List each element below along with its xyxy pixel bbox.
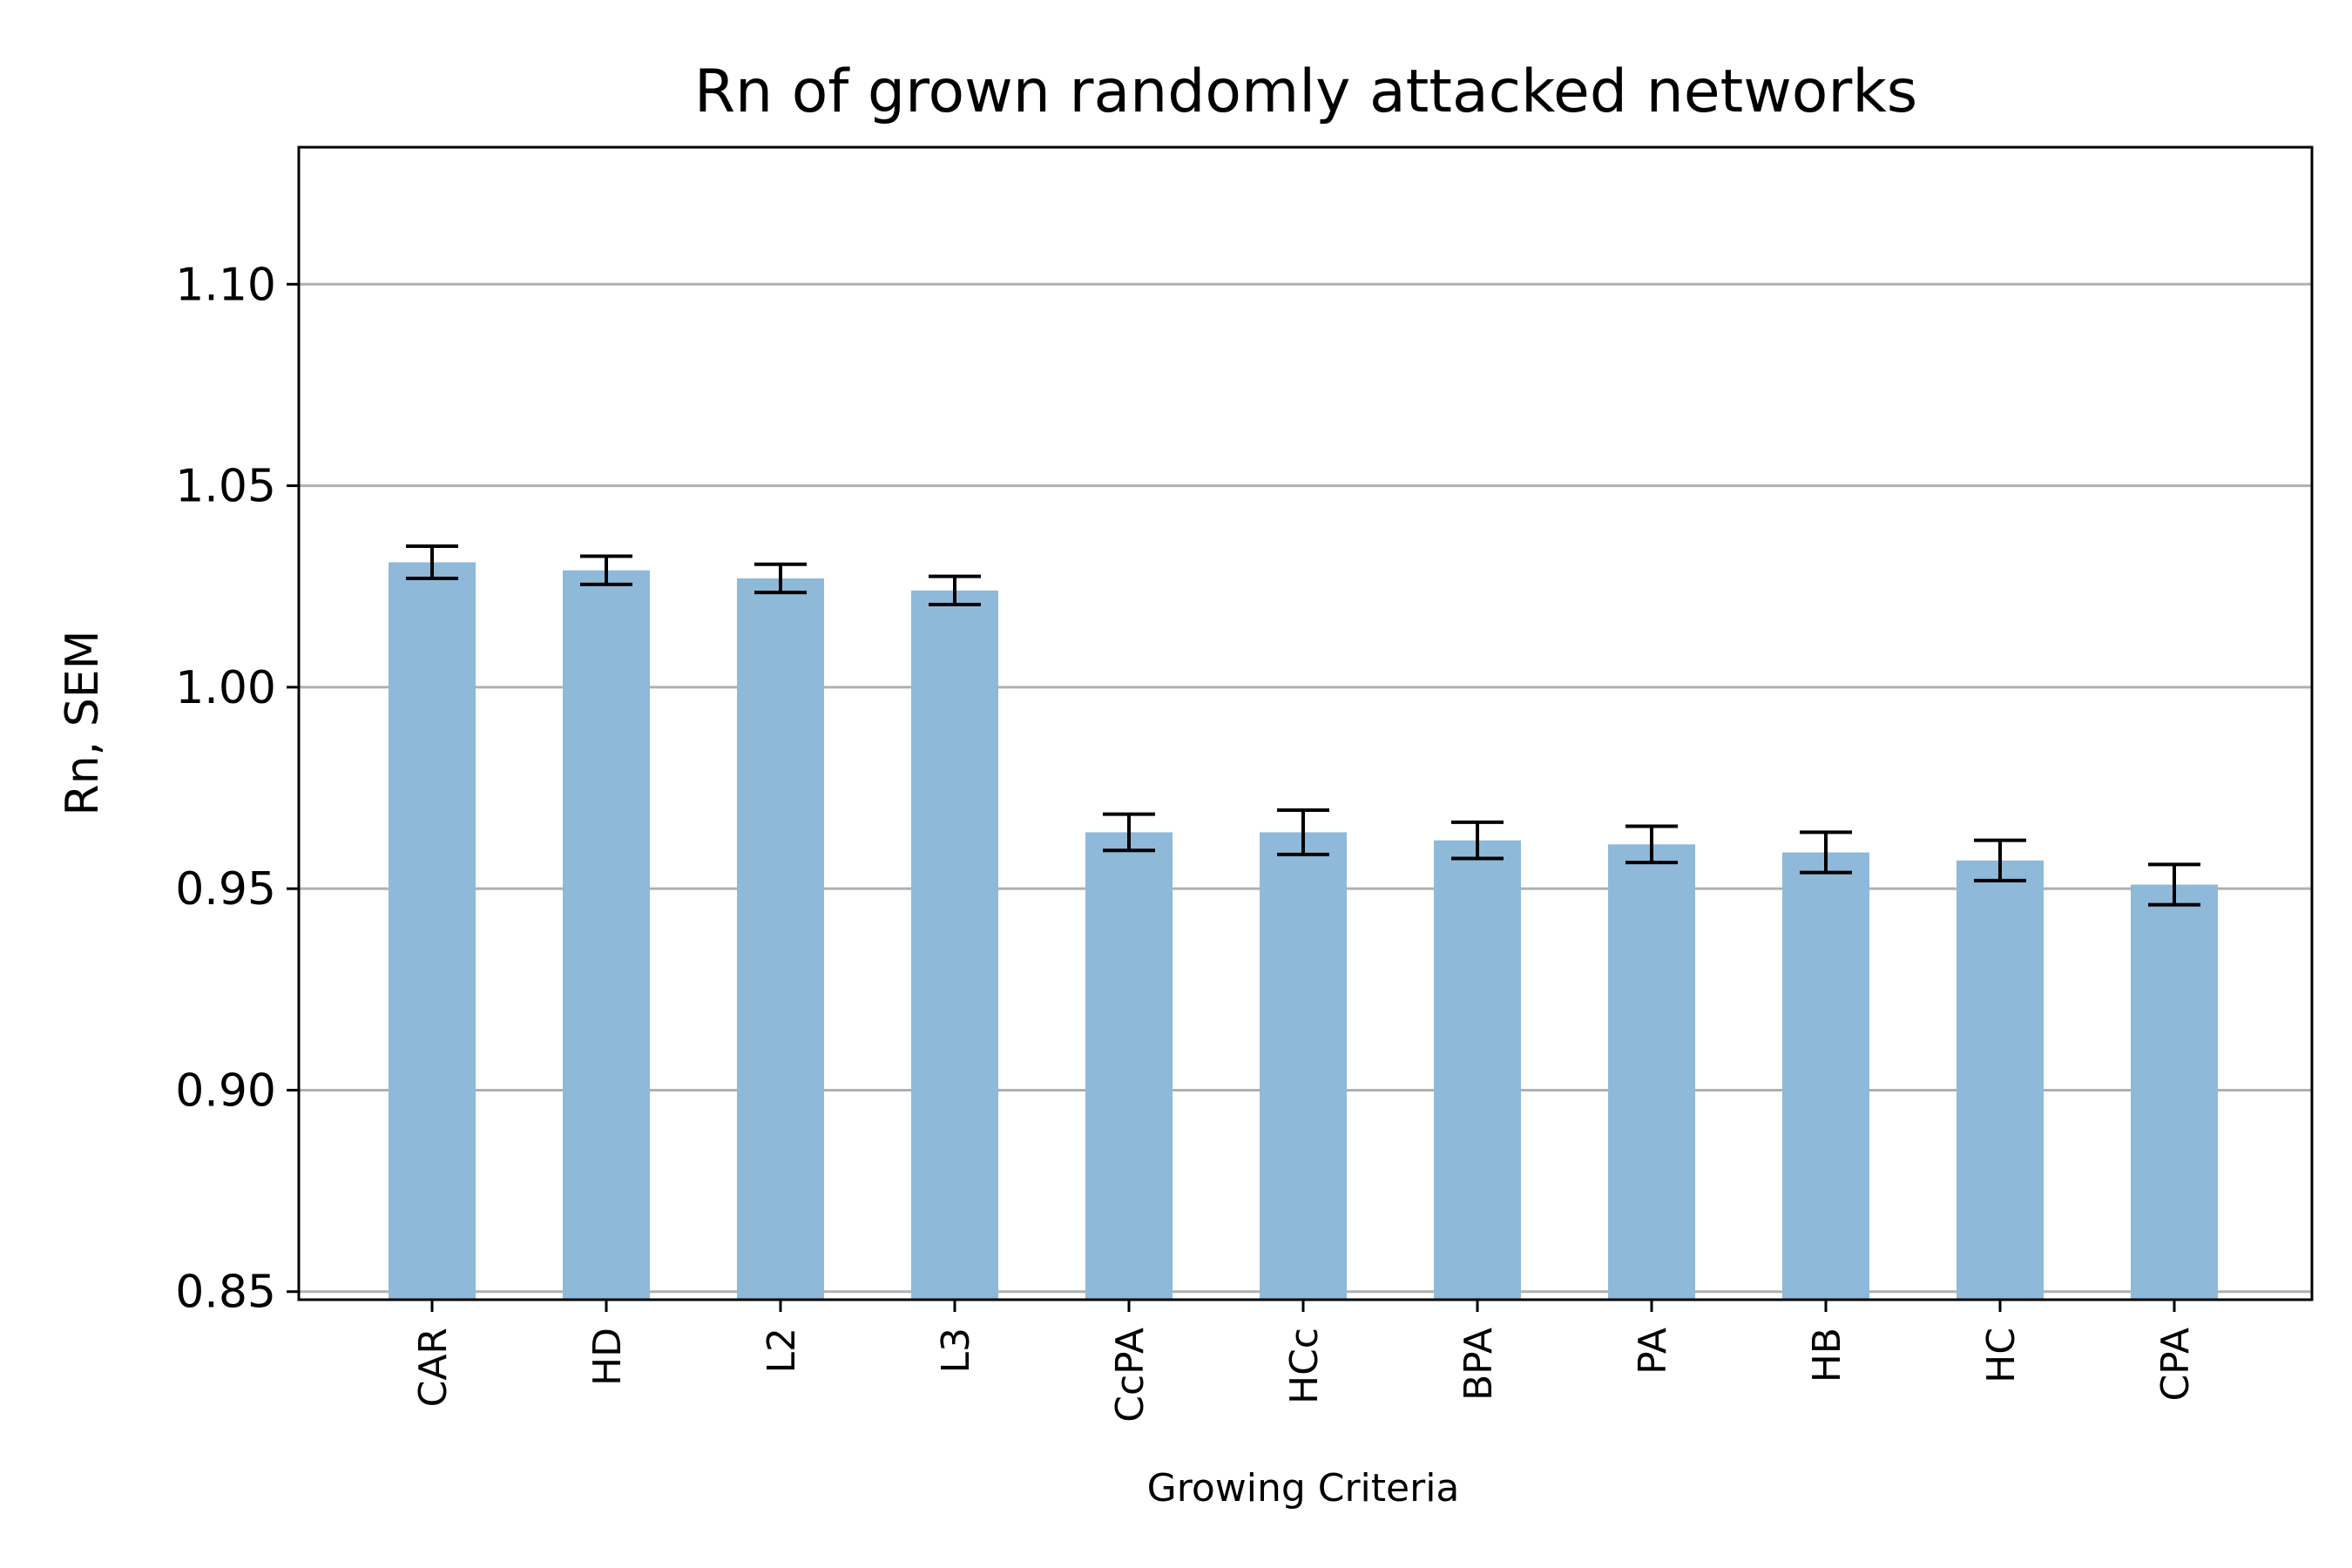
error-bar bbox=[1451, 820, 1504, 861]
y-axis-label: Rn, SEM bbox=[57, 631, 109, 816]
chart-title: Rn of grown randomly attacked networks bbox=[694, 57, 1917, 126]
error-bar bbox=[1103, 812, 1155, 853]
x-tick-label: BPA bbox=[1456, 1328, 1501, 1401]
bar bbox=[737, 578, 824, 1300]
x-tick-label: HCc bbox=[1282, 1328, 1327, 1404]
x-axis-label: Growing Criteria bbox=[1147, 1466, 1460, 1511]
error-bar bbox=[1800, 830, 1852, 875]
bar bbox=[1608, 844, 1695, 1300]
error-bar bbox=[754, 562, 807, 595]
x-axis-ticks: CAR HD L2 L3 CcPA HCc BPA PA HB HC CPA bbox=[411, 1300, 2198, 1423]
x-tick-label: CAR bbox=[411, 1328, 456, 1407]
error-bar bbox=[1277, 808, 1329, 856]
x-tick-label: PA bbox=[1631, 1328, 1675, 1375]
x-tick-label: L2 bbox=[760, 1328, 804, 1374]
y-tick-label: 0.85 bbox=[175, 1267, 276, 1319]
y-tick-label: 0.90 bbox=[175, 1064, 276, 1117]
x-tick-label: CcPA bbox=[1108, 1328, 1152, 1423]
error-bar bbox=[929, 574, 981, 607]
error-bar bbox=[2148, 862, 2200, 907]
error-bars bbox=[406, 544, 2200, 907]
bar bbox=[1782, 852, 1869, 1300]
bar bbox=[2131, 884, 2218, 1300]
x-tick-label: HD bbox=[585, 1328, 630, 1386]
bar bbox=[1434, 840, 1521, 1300]
x-tick-label: CPA bbox=[2153, 1328, 2198, 1402]
plot-frame bbox=[297, 145, 2314, 1301]
bar bbox=[1957, 860, 2044, 1300]
y-axis-ticks: 0.85 0.90 0.95 1.00 1.05 1.10 bbox=[175, 259, 299, 1319]
bar bbox=[911, 590, 998, 1300]
y-tick-label: 1.00 bbox=[175, 662, 276, 714]
bars bbox=[389, 562, 2218, 1300]
error-bar bbox=[580, 554, 632, 586]
x-tick-label: L3 bbox=[934, 1328, 978, 1374]
bar bbox=[1085, 832, 1173, 1300]
bar bbox=[563, 570, 650, 1300]
bar bbox=[389, 562, 476, 1300]
bar bbox=[1260, 832, 1347, 1300]
x-tick-label: HC bbox=[1979, 1328, 2024, 1383]
y-tick-label: 1.05 bbox=[175, 461, 276, 513]
error-bar bbox=[1974, 838, 2026, 882]
y-tick-label: 1.10 bbox=[175, 259, 276, 311]
error-bar bbox=[1625, 824, 1678, 865]
y-tick-label: 0.95 bbox=[175, 863, 276, 916]
x-tick-label: HB bbox=[1805, 1328, 1849, 1382]
error-bar bbox=[406, 544, 458, 580]
